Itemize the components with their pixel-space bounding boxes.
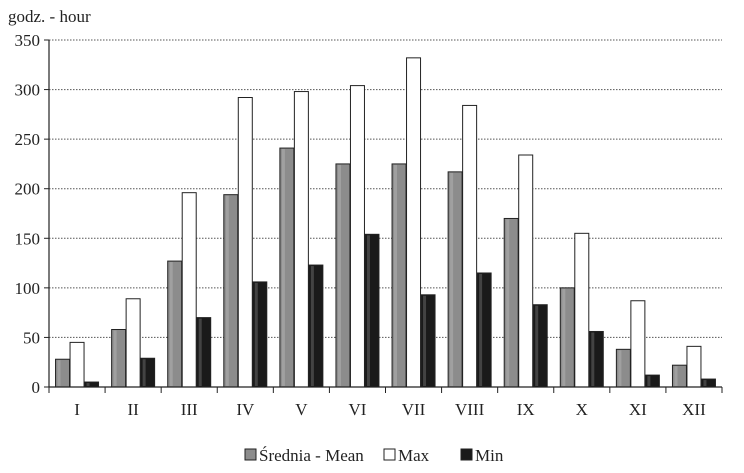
bar-highlight [618, 350, 622, 386]
bar-highlight [591, 332, 595, 386]
bar-max-v [293, 91, 309, 388]
x-tick-label: II [127, 400, 139, 419]
bars [55, 57, 716, 388]
y-tick-label: 100 [15, 279, 41, 298]
legend-swatch [460, 448, 473, 461]
x-tick-label: VIII [455, 400, 485, 419]
bar-max-vi [349, 85, 365, 388]
bar-highlight [57, 360, 61, 386]
bar-max-i [69, 341, 85, 388]
legend-label: Średnia - Mean [259, 446, 364, 465]
y-axis-ticks: 0 50 100 150 200 250 300 350 [15, 31, 49, 397]
bar-highlight [310, 266, 314, 386]
bar-max-x [574, 232, 590, 388]
x-tick-label: XI [629, 400, 647, 419]
bar-highlight [225, 195, 229, 386]
y-tick-label: 50 [23, 328, 40, 347]
bar-highlight [169, 262, 173, 386]
bar-highlight [337, 164, 341, 386]
x-tick-label: IX [517, 400, 535, 419]
bar-max-ii [125, 298, 141, 388]
gridlines [49, 39, 722, 338]
x-tick-label: X [576, 400, 588, 419]
bar-highlight [198, 318, 202, 386]
bar-max-viii [462, 104, 478, 388]
x-tick-label: VII [402, 400, 426, 419]
y-tick-label: 0 [32, 378, 41, 397]
bar-highlight [394, 164, 398, 386]
legend-swatch [244, 448, 257, 461]
x-tick-label: XII [682, 400, 706, 419]
bar-highlight [479, 273, 483, 386]
bar-highlight [674, 366, 678, 386]
y-axis-unit-label: godz. - hour [8, 7, 91, 26]
bar-highlight [647, 376, 651, 386]
bar-highlight [86, 383, 90, 386]
bar-highlight [562, 288, 566, 386]
bar-max-xii [686, 345, 702, 388]
bar-highlight [506, 219, 510, 386]
legend-swatch [383, 448, 396, 461]
bar-max-vii [406, 57, 422, 388]
bar-highlight [450, 172, 454, 386]
bar-highlight [366, 235, 370, 386]
y-tick-label: 150 [15, 229, 41, 248]
legend-label: Min [475, 446, 504, 465]
bar-highlight [703, 380, 707, 386]
bar-highlight [423, 295, 427, 386]
x-tick-label: VI [348, 400, 366, 419]
y-tick-label: 350 [15, 31, 41, 50]
y-tick-label: 300 [15, 81, 41, 100]
legend: Średnia - Mean Max Min [244, 446, 504, 465]
bar-highlight [254, 282, 258, 386]
y-tick-label: 200 [15, 180, 41, 199]
legend-label: Max [398, 446, 430, 465]
x-tick-label: IV [236, 400, 255, 419]
x-tick-label: I [74, 400, 80, 419]
x-tick-label: V [295, 400, 308, 419]
axes [48, 40, 722, 388]
bar-highlight [113, 330, 117, 386]
bar-highlight [281, 149, 285, 386]
x-axis-ticks: I II III IV V VI VII VIII IX X XI XII [48, 387, 723, 419]
bar-highlight [142, 359, 146, 386]
y-tick-label: 250 [15, 130, 41, 149]
bar-max-ix [518, 154, 534, 388]
bar-max-xi [630, 300, 646, 388]
x-tick-label: III [181, 400, 198, 419]
bar-highlight [535, 305, 539, 386]
bar-max-iii [181, 192, 197, 388]
bar-max-iv [237, 97, 253, 388]
